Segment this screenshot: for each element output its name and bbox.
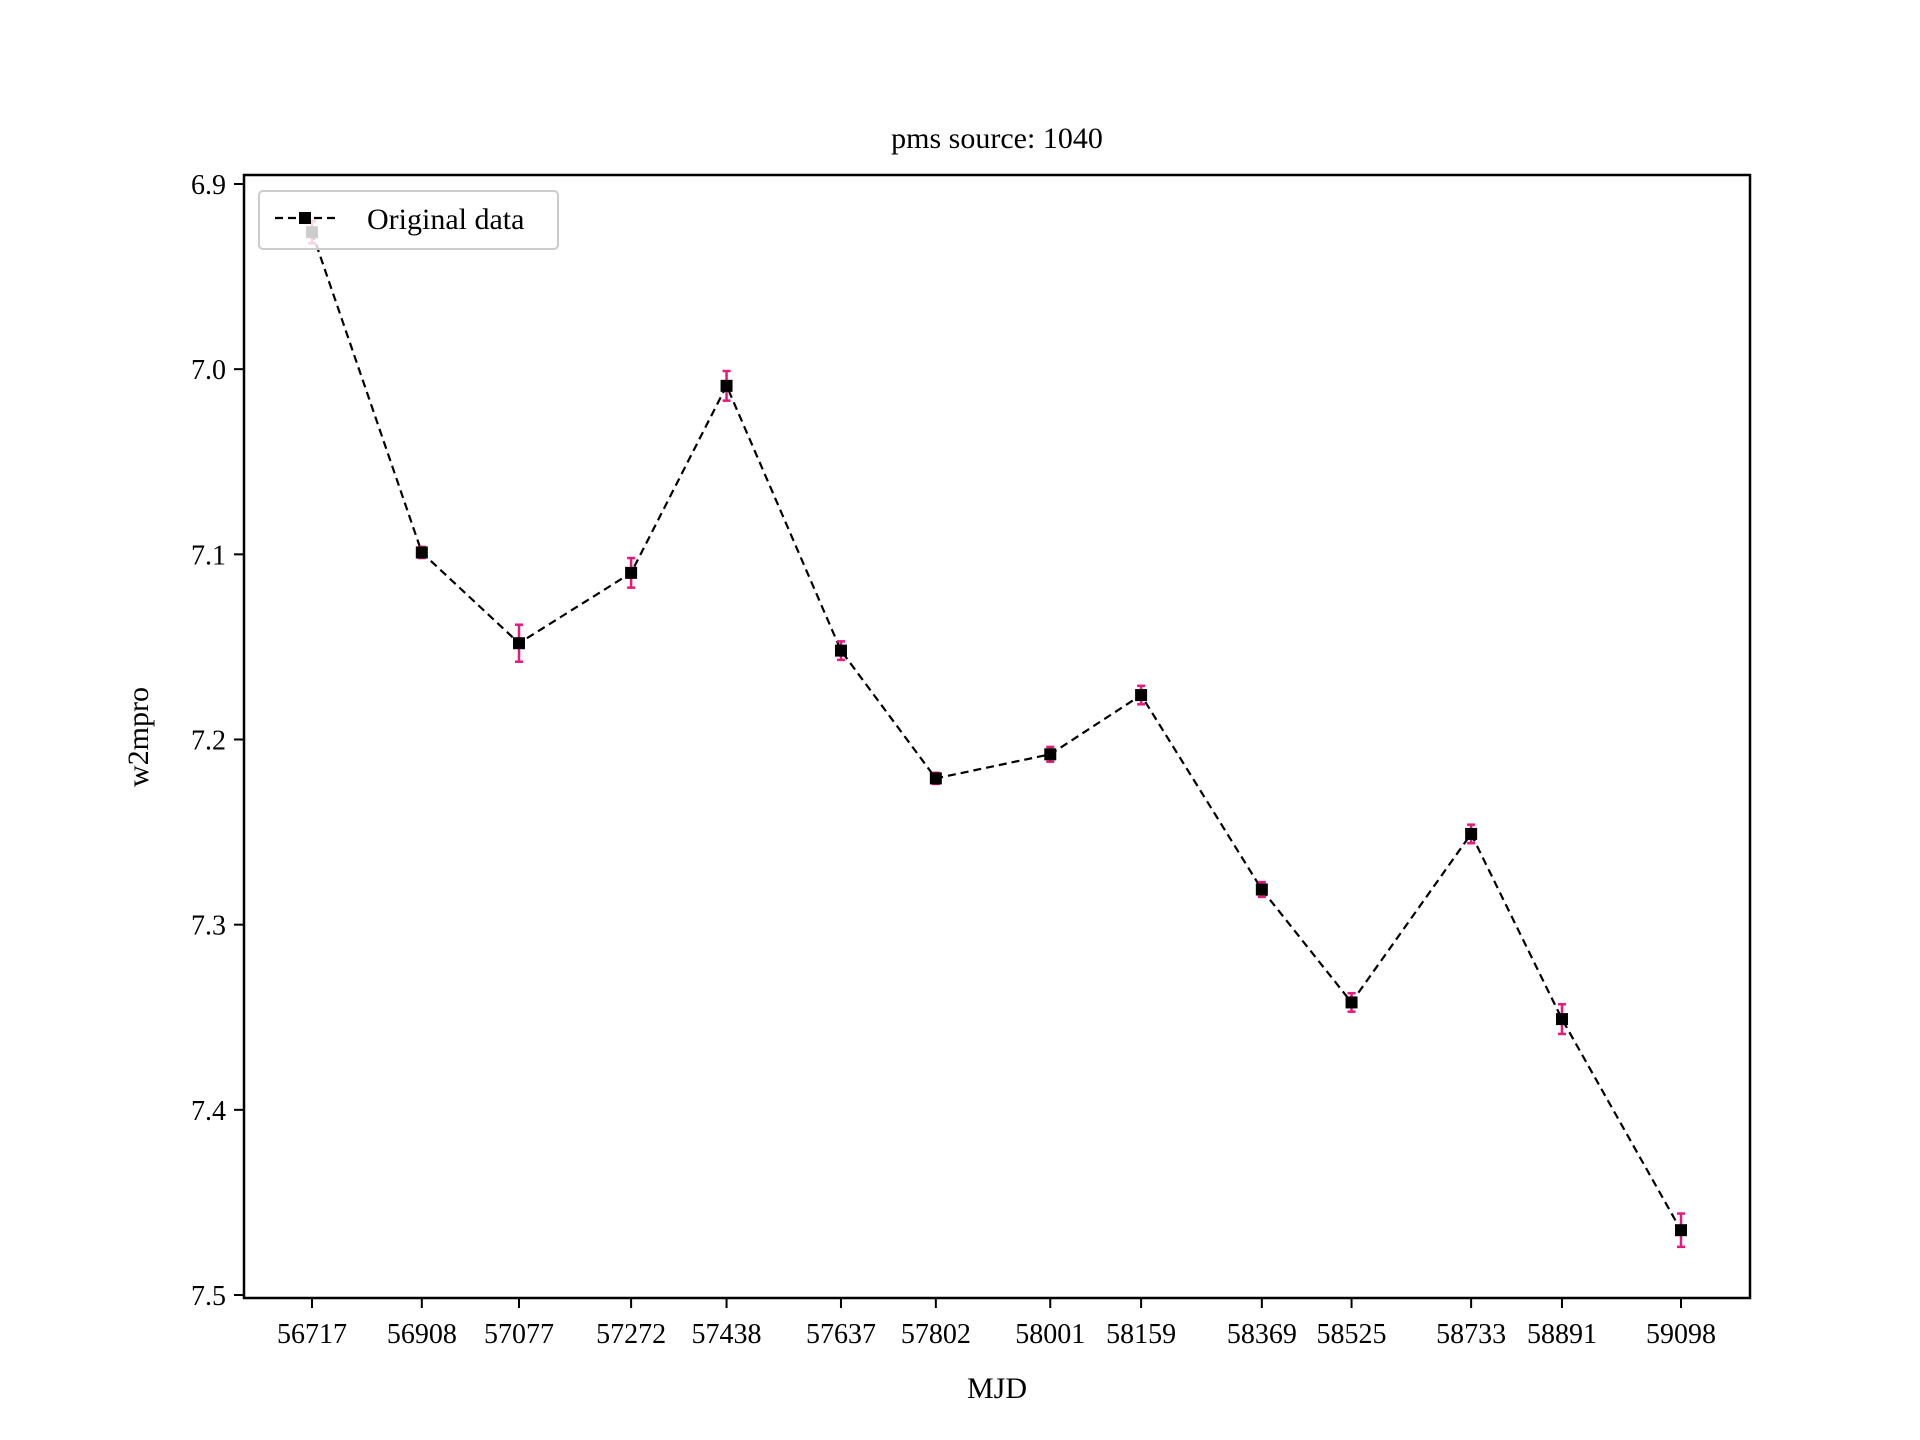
data-point: [1135, 689, 1148, 702]
chart-title: pms source: 1040: [891, 122, 1103, 155]
x-axis-label: MJD: [967, 1372, 1027, 1405]
y-tick-label: 6.9: [191, 170, 226, 201]
x-tick-label: 58159: [1106, 1319, 1176, 1350]
x-tick-label: 57802: [901, 1319, 971, 1350]
y-tick-label: 7.4: [191, 1096, 226, 1127]
x-tick-label: 58001: [1015, 1319, 1085, 1350]
data-point: [1555, 1013, 1568, 1026]
series-line: [310, 231, 1682, 1231]
legend: Original data: [258, 190, 559, 250]
data-point: [720, 379, 733, 392]
x-tick-label: 58525: [1317, 1319, 1387, 1350]
y-tick-label: 7.5: [191, 1281, 226, 1312]
data-point: [1255, 883, 1268, 896]
y-tick-label: 7.3: [191, 911, 226, 942]
legend-label: Original data: [367, 203, 524, 236]
x-tick-label: 57077: [484, 1319, 554, 1350]
x-tick-label: 58733: [1436, 1319, 1506, 1350]
legend-box: [258, 190, 559, 250]
x-tick-label: 56908: [387, 1319, 457, 1350]
data-point: [625, 566, 638, 579]
x-tick-label: 58891: [1527, 1319, 1597, 1350]
x-tick-label: 57272: [596, 1319, 666, 1350]
x-tick-label: 57438: [692, 1319, 762, 1350]
data-point: [1345, 996, 1358, 1009]
x-tick-label: 59098: [1646, 1319, 1716, 1350]
y-tick-label: 7.2: [191, 726, 226, 757]
y-tick-label: 7.1: [191, 540, 226, 571]
data-point: [1675, 1224, 1687, 1237]
y-axis-ticks: 6.9 7.0 7.1 7.2 7.3 7.4 7.5: [191, 170, 244, 1312]
legend-marker-sample: [299, 212, 311, 224]
y-axis-label: w2mpro: [122, 687, 155, 787]
y-tick-label: 7.0: [191, 355, 226, 386]
data-point: [834, 644, 847, 657]
data-point: [1465, 827, 1478, 840]
data-point: [929, 772, 942, 785]
x-axis-ticks: 56717 56908 57077 57272 57438 57637 57802 58001…: [277, 1298, 1716, 1350]
plot-frame: [242, 173, 1752, 1300]
data-point: [415, 546, 428, 559]
x-tick-label: 58369: [1227, 1319, 1297, 1350]
x-tick-label: 57637: [806, 1319, 876, 1350]
data-point: [1044, 748, 1057, 761]
x-tick-label: 56717: [277, 1319, 347, 1350]
data-point: [512, 637, 525, 650]
